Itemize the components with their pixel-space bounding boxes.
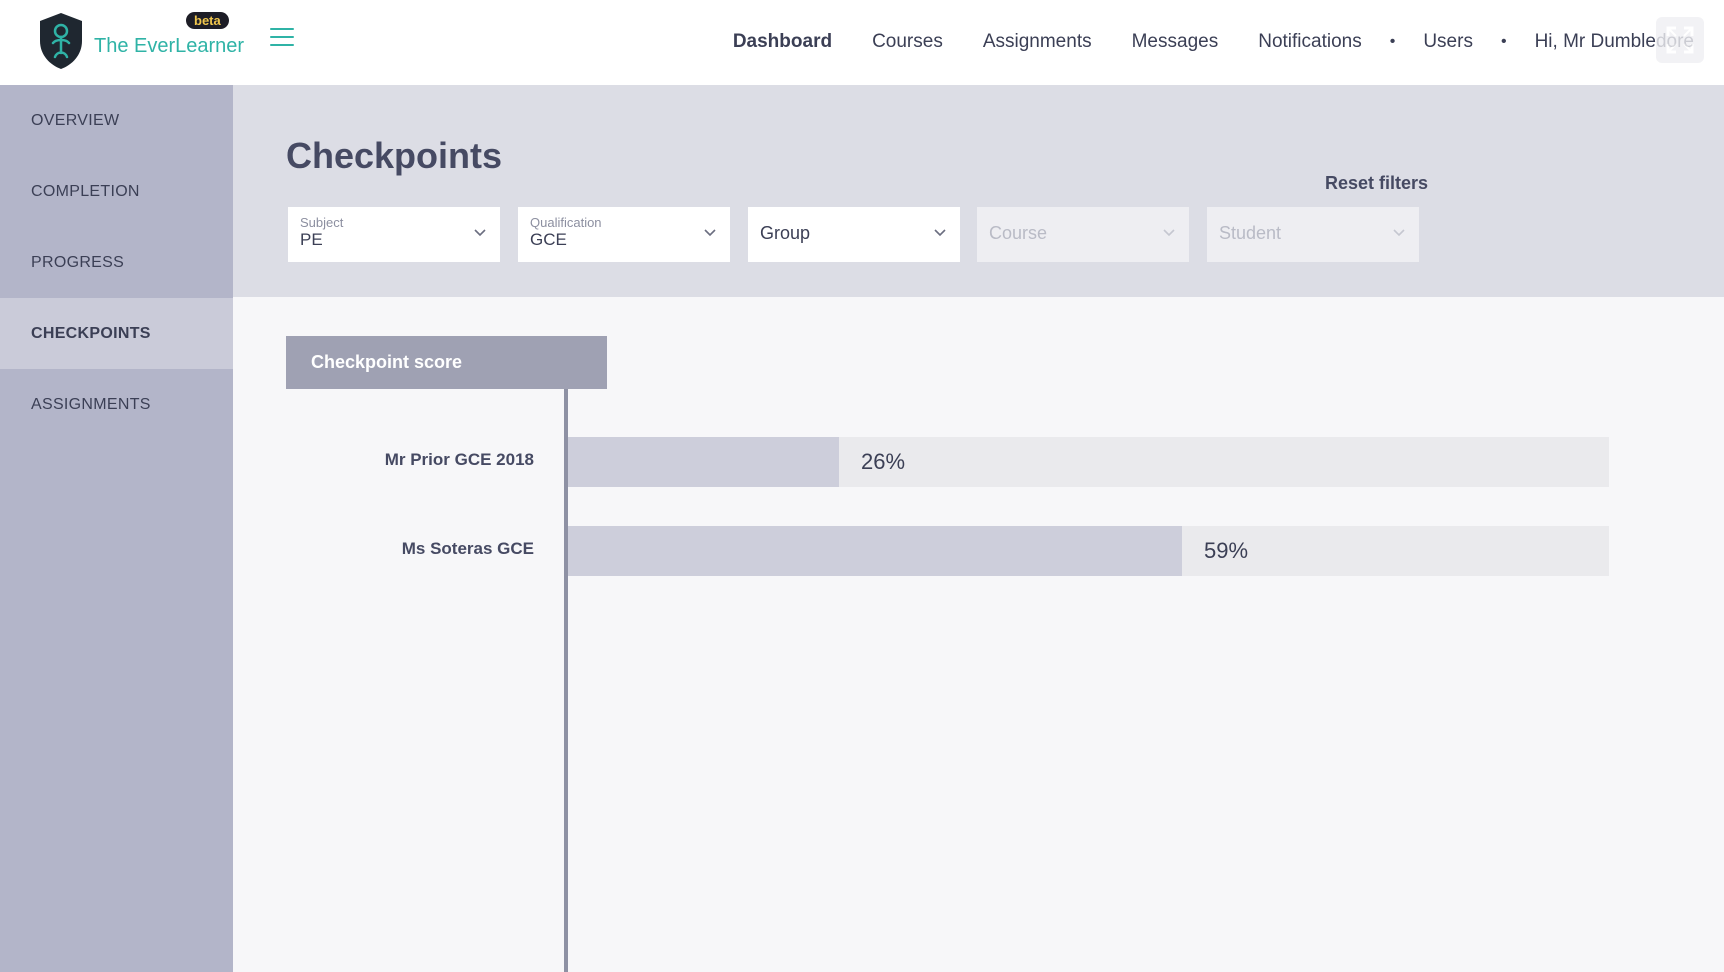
nav-separator-dot: • — [1389, 33, 1396, 50]
chevron-down-icon — [1393, 229, 1405, 237]
expand-icon — [1666, 26, 1694, 54]
chart-axis-line — [564, 389, 568, 972]
sidebar-item-assignments[interactable]: ASSIGNMENTS — [31, 395, 151, 413]
bar-track[interactable]: 59% — [568, 526, 1609, 576]
student-select-placeholder: Student — [1219, 223, 1282, 243]
bar-value-label: 26% — [861, 449, 906, 474]
chart-title: Checkpoint score — [286, 336, 607, 389]
user-greeting[interactable]: Hi, Mr Dumbledore — [1534, 31, 1694, 52]
bar-track[interactable]: 26% — [568, 437, 1609, 487]
group-select[interactable]: Group — [748, 207, 960, 262]
nav-users[interactable]: Users — [1423, 31, 1473, 52]
nav-notifications[interactable]: Notifications — [1258, 31, 1362, 52]
bar-fill — [568, 437, 839, 487]
subject-select-value: PE — [300, 230, 323, 249]
brand-name: The EverLearner — [94, 35, 245, 57]
sidebar-item-completion[interactable]: COMPLETION — [31, 182, 140, 200]
reset-filters-link[interactable]: Reset filters — [1325, 173, 1429, 193]
chevron-down-icon — [704, 229, 716, 237]
subject-select-label: Subject — [300, 215, 344, 230]
nav-dashboard[interactable]: Dashboard — [732, 31, 833, 52]
chevron-down-icon — [1163, 229, 1175, 237]
beta-badge: beta — [186, 12, 229, 29]
page-title: Checkpoints — [286, 135, 503, 176]
group-select-placeholder: Group — [760, 223, 811, 243]
course-select-placeholder: Course — [989, 223, 1048, 243]
sidebar-item-progress[interactable]: PROGRESS — [31, 253, 125, 271]
student-select: Student — [1207, 207, 1419, 262]
qualification-select-value: GCE — [530, 230, 567, 249]
brand-logo[interactable]: The EverLearner beta — [36, 10, 244, 72]
bar-fill — [568, 526, 1182, 576]
menu-toggle-icon[interactable] — [270, 28, 294, 48]
bar-value-label: 59% — [1204, 538, 1249, 563]
filter-panel: Checkpoints Reset filters Subject PE Qua… — [233, 85, 1724, 297]
shield-logo-icon — [40, 13, 82, 69]
qualification-select-label: Qualification — [530, 215, 602, 230]
nav-assignments[interactable]: Assignments — [982, 31, 1092, 52]
bar-label: Mr Prior GCE 2018 — [384, 450, 534, 469]
chevron-down-icon — [474, 229, 486, 237]
nav-messages[interactable]: Messages — [1131, 31, 1219, 52]
sidebar: OVERVIEW COMPLETION PROGRESS CHECKPOINTS… — [0, 85, 233, 972]
subject-select[interactable]: Subject PE — [288, 207, 500, 262]
bar-label: Ms Soteras GCE — [401, 539, 534, 558]
sidebar-item-overview[interactable]: OVERVIEW — [31, 111, 120, 129]
main-nav: Dashboard Courses Assignments Messages N… — [693, 0, 1694, 84]
course-select: Course — [977, 207, 1189, 262]
qualification-select[interactable]: Qualification GCE — [518, 207, 730, 262]
sidebar-item-checkpoints[interactable]: CHECKPOINTS — [0, 298, 233, 369]
nav-separator-dot: • — [1500, 33, 1507, 50]
chevron-down-icon — [934, 229, 946, 237]
nav-courses[interactable]: Courses — [872, 31, 943, 52]
fullscreen-button[interactable] — [1656, 17, 1704, 63]
top-navigation-bar: The EverLearner beta Dashboard Courses A… — [0, 0, 1724, 85]
